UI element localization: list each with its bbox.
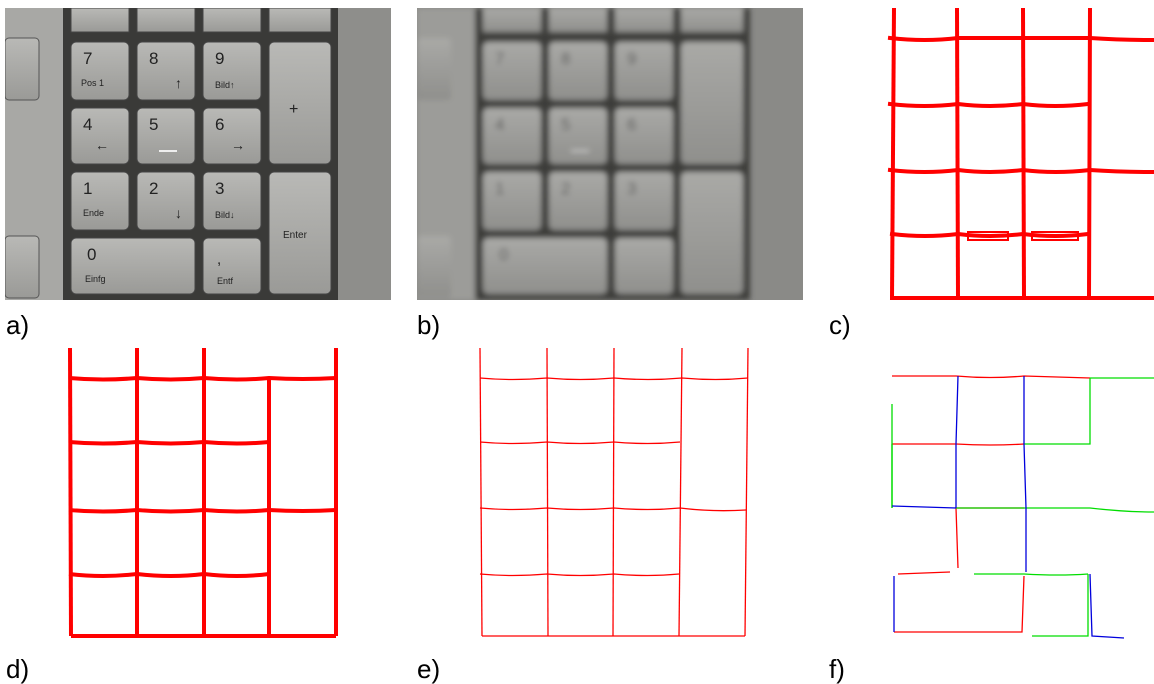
svg-text:9: 9 <box>215 49 224 68</box>
panel-b-blurred-photo: 7 8 9 4 5 6 1 2 3 0 <box>417 8 803 300</box>
key-8: 8 ↑ <box>136 41 196 101</box>
panel-a-keypad-photo: 7 Pos 1 8 ↑ 9 Bild↑ + 4 ← 5 <box>5 8 391 300</box>
svg-text:Entf: Entf <box>217 276 234 286</box>
key-4: 4 ← <box>70 107 130 165</box>
svg-text:,: , <box>217 251 221 268</box>
svg-text:1: 1 <box>495 179 504 198</box>
svg-text:Bild↓: Bild↓ <box>215 210 235 220</box>
svg-text:5: 5 <box>561 115 570 134</box>
key-6: 6 → <box>202 107 262 165</box>
edge-map-colored-f <box>891 375 1154 639</box>
svg-text:Ende: Ende <box>83 208 104 218</box>
svg-text:0: 0 <box>87 245 96 264</box>
svg-text:←: ← <box>95 137 109 153</box>
svg-text:7: 7 <box>495 49 504 68</box>
key-5: 5 <box>136 107 196 165</box>
edge-map-thick-d <box>68 348 338 638</box>
panel-d-edge-grid <box>55 348 355 640</box>
key-comma: , Entf <box>202 237 262 295</box>
svg-text:7: 7 <box>83 49 92 68</box>
key-2: 2 ↓ <box>136 171 196 231</box>
svg-text:9: 9 <box>627 49 636 68</box>
svg-text:↓: ↓ <box>175 205 182 221</box>
panel-f-segmented-edges <box>884 368 1154 642</box>
key-7: 7 Pos 1 <box>70 41 130 101</box>
key-plus: + <box>268 41 332 165</box>
keypad-sharp-image: 7 Pos 1 8 ↑ 9 Bild↑ + 4 ← 5 <box>5 8 391 300</box>
svg-text:Einfg: Einfg <box>85 274 106 284</box>
svg-text:3: 3 <box>627 179 636 198</box>
svg-text:6: 6 <box>627 115 636 134</box>
caption-c: c) <box>829 310 851 340</box>
svg-text:8: 8 <box>561 49 570 68</box>
svg-text:4: 4 <box>83 115 92 134</box>
svg-text:4: 4 <box>495 115 504 134</box>
caption-f: f) <box>829 654 845 684</box>
svg-text:Enter: Enter <box>283 230 308 241</box>
svg-text:Pos 1: Pos 1 <box>81 78 104 88</box>
svg-text:3: 3 <box>215 179 224 198</box>
caption-e: e) <box>417 654 441 684</box>
svg-text:↑: ↑ <box>175 75 182 91</box>
key-3: 3 Bild↓ <box>202 171 262 231</box>
svg-text:2: 2 <box>149 179 158 198</box>
key-0: 0 Einfg <box>70 237 196 295</box>
svg-text:8: 8 <box>149 49 158 68</box>
keypad-blurred-image: 7 8 9 4 5 6 1 2 3 0 <box>417 8 803 300</box>
svg-text:+: + <box>289 101 298 118</box>
svg-text:5: 5 <box>149 115 158 134</box>
key-1: 1 Ende <box>70 171 130 231</box>
svg-text:Bild↑: Bild↑ <box>215 80 235 90</box>
svg-text:1: 1 <box>83 179 92 198</box>
panel-e-thin-edges <box>472 348 762 640</box>
edge-map-thin-e <box>479 348 749 637</box>
caption-a: a) <box>6 310 30 340</box>
panel-c-edge-detection <box>880 8 1154 302</box>
svg-text:2: 2 <box>561 179 570 198</box>
edge-map-thick-c <box>887 8 1154 301</box>
caption-d: d) <box>6 654 30 684</box>
svg-text:→: → <box>231 137 245 153</box>
key-9: 9 Bild↑ <box>202 41 262 101</box>
svg-text:0: 0 <box>499 245 508 264</box>
caption-b: b) <box>417 310 441 340</box>
key-enter: Enter <box>268 171 332 295</box>
svg-text:6: 6 <box>215 115 224 134</box>
